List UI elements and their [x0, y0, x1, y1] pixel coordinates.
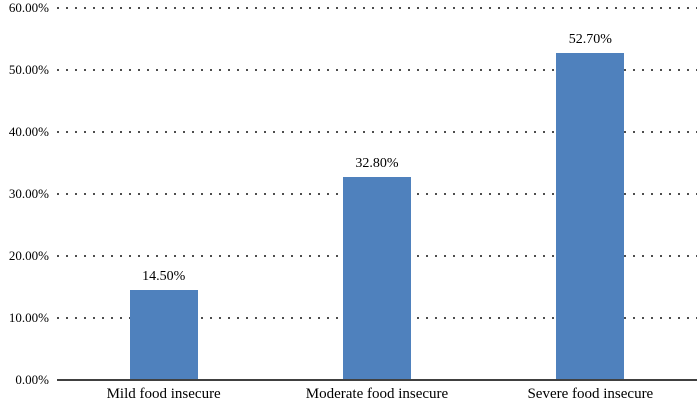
y-axis-tick-label: 50.00% — [8, 62, 49, 77]
x-axis-category-label: Moderate food insecure — [305, 386, 449, 402]
y-axis-tick-label: 30.00% — [8, 186, 49, 201]
gridline — [57, 131, 697, 133]
y-axis-tick-label: 10.00% — [8, 310, 49, 325]
bar-value-label: 14.50% — [142, 269, 186, 285]
bar-moderate-food-insecure — [343, 176, 411, 380]
gridline — [57, 7, 697, 9]
bar-mild-food-insecure — [129, 290, 198, 380]
y-axis-tick-label: 0.00% — [15, 372, 49, 387]
y-axis-tick-label: 40.00% — [8, 124, 49, 139]
bar-severe-food-insecure — [556, 53, 625, 380]
y-axis-tick-label: 60.00% — [8, 0, 49, 15]
bar-value-label: 32.80% — [355, 155, 399, 171]
bar-value-label: 52.70% — [568, 32, 612, 48]
gridline — [57, 69, 697, 71]
y-axis-tick-label: 20.00% — [8, 248, 49, 263]
x-axis-category-label: Mild food insecure — [106, 386, 221, 402]
plot-area — [57, 7, 697, 380]
x-axis-category-label: Severe food insecure — [527, 386, 654, 402]
x-axis-line — [57, 379, 697, 381]
